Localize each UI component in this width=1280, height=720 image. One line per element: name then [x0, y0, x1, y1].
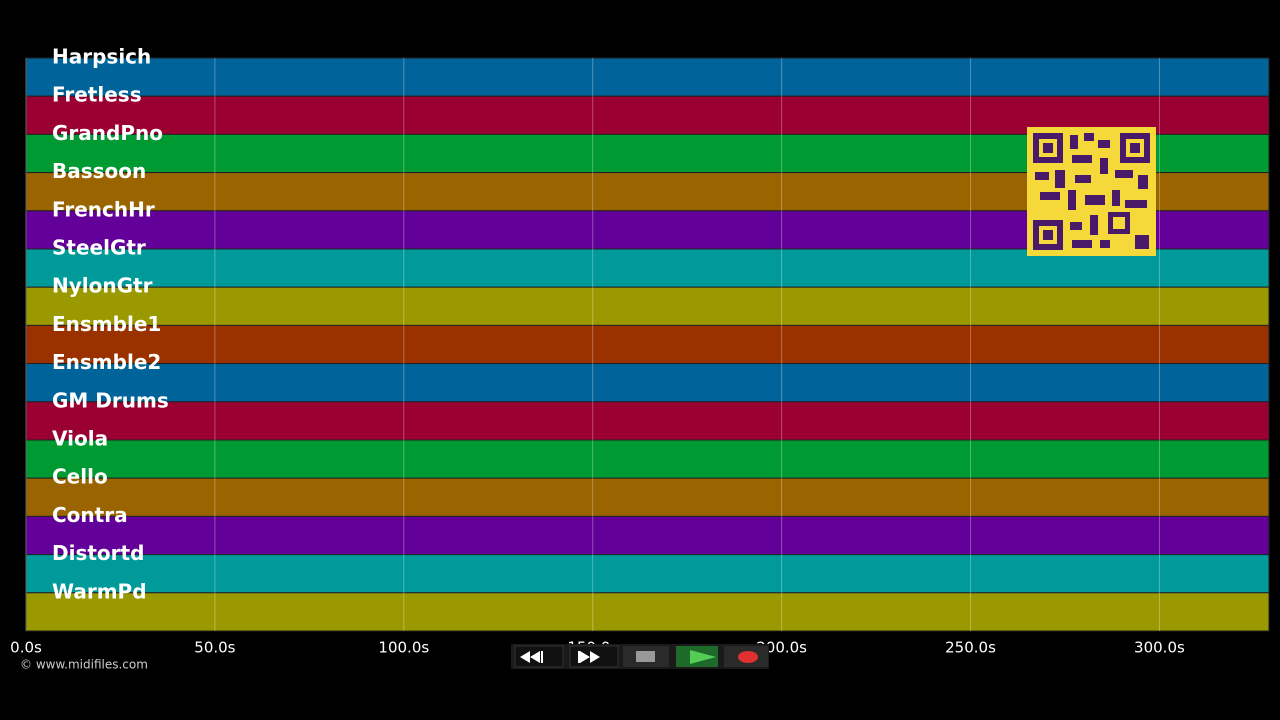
- time-tick-label: 300.0s: [1134, 639, 1185, 657]
- track-name: Ensmble2: [52, 350, 161, 374]
- track-row: [25, 477, 1270, 517]
- track-row: [25, 515, 1270, 556]
- time-tick-label: 100.0s: [378, 639, 429, 657]
- rewind-button[interactable]: [514, 645, 564, 668]
- stop-button[interactable]: [623, 646, 669, 667]
- track-row: [25, 439, 1270, 479]
- time-tick-label: 50.0s: [194, 639, 235, 657]
- transport-controls: [511, 644, 769, 669]
- play-button[interactable]: [676, 646, 718, 667]
- track-row: [25, 286, 1270, 326]
- fast-forward-button[interactable]: [569, 645, 619, 668]
- qr-modules: [1033, 133, 1150, 250]
- track-name: NylonGtr: [52, 274, 153, 298]
- record-button[interactable]: [724, 646, 768, 667]
- time-tick-label: 250.0s: [945, 639, 996, 657]
- track-row: [25, 324, 1270, 365]
- track-row: [25, 554, 1270, 594]
- track-name: Cello: [52, 465, 108, 489]
- time-tick-label: 0.0s: [10, 639, 42, 657]
- track-name: Contra: [52, 503, 128, 527]
- track-name: GM Drums: [52, 388, 169, 412]
- track-name: Fretless: [52, 83, 142, 107]
- track-name: Distortd: [52, 541, 144, 565]
- track-name: Ensmble1: [52, 312, 161, 336]
- copyright: © www.midifiles.com: [20, 658, 148, 672]
- track-row: [25, 401, 1270, 441]
- track-name: GrandPno: [52, 121, 163, 145]
- track-row: [25, 57, 1270, 97]
- time-grid: [25, 58, 1160, 631]
- track-row: [25, 592, 1270, 632]
- track-name: Viola: [52, 427, 108, 451]
- track-row: [25, 363, 1270, 403]
- track-name: SteelGtr: [52, 236, 146, 260]
- track-name: Harpsich: [52, 45, 151, 69]
- track-name: Bassoon: [52, 159, 146, 183]
- qr-code: [1027, 127, 1156, 256]
- track-name: FrenchHr: [52, 197, 155, 221]
- track-labels: Harpsich Fretless GrandPno Bassoon FrenchHr S…: [52, 45, 169, 604]
- track-name: WarmPd: [52, 579, 147, 603]
